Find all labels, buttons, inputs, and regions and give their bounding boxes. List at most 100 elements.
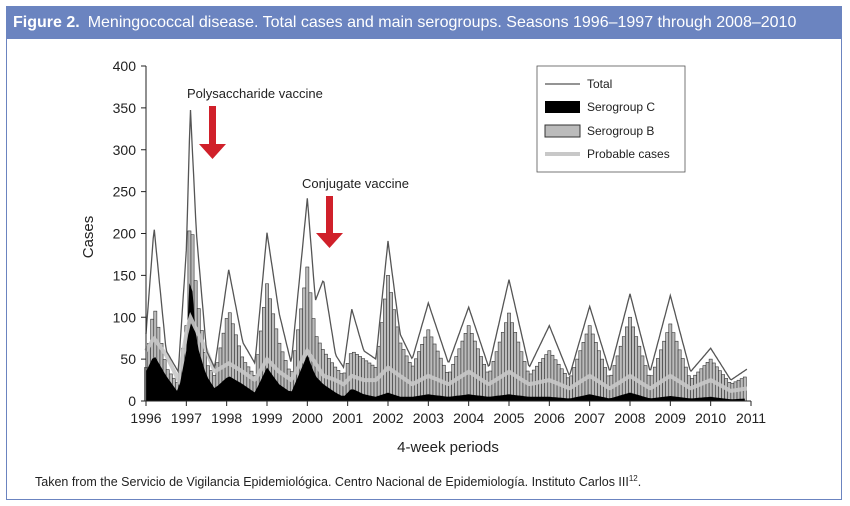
- bar-serogroup-b: [386, 275, 390, 402]
- bar-serogroup-b: [615, 355, 620, 402]
- bar-serogroup-b: [519, 351, 524, 402]
- legend: Total Serogroup C Serogroup B Probable c…: [536, 65, 686, 173]
- legend-total: Total: [587, 77, 612, 91]
- bar-serogroup-b: [507, 312, 511, 402]
- bar-serogroup-b: [550, 354, 555, 402]
- x-tick-label: 2008: [614, 410, 645, 426]
- bar-serogroup-b: [510, 322, 514, 402]
- bar-serogroup-b: [469, 333, 474, 402]
- y-tick-label: 50: [120, 351, 136, 367]
- annotation-conjugate: Conjugate vaccine: [302, 176, 409, 191]
- x-tick-label: 1996: [130, 410, 161, 426]
- bar-serogroup-b: [463, 333, 468, 402]
- bar-serogroup-b: [581, 342, 586, 402]
- bar-serogroup-b: [621, 336, 626, 402]
- legend-b: Serogroup B: [587, 124, 654, 138]
- bar-serogroup-b: [584, 333, 589, 402]
- x-tick-label: 1997: [171, 410, 202, 426]
- bar-serogroup-b: [594, 342, 598, 402]
- bar-serogroup-b: [379, 322, 384, 402]
- bar-serogroup-b: [420, 344, 424, 402]
- bar-serogroup-b: [389, 292, 393, 402]
- arrow-conjugate: [316, 196, 343, 248]
- bar-serogroup-b: [590, 333, 595, 402]
- figure-label: Figure 2.: [13, 14, 80, 31]
- x-tick-label: 1999: [251, 410, 282, 426]
- x-tick-label: 2004: [453, 410, 484, 426]
- bar-serogroup-b: [634, 336, 639, 402]
- bar-serogroup-b: [392, 309, 397, 402]
- x-tick-label: 2001: [332, 410, 363, 426]
- bar-serogroup-b: [423, 336, 428, 402]
- bar-serogroup-b: [417, 351, 421, 402]
- bar-serogroup-b: [587, 325, 592, 402]
- bar-serogroup-b: [460, 340, 465, 402]
- x-tick-label: 2002: [372, 410, 403, 426]
- bar-serogroup-b: [656, 358, 660, 402]
- legend-swatch-c: [545, 101, 580, 113]
- x-tick-label: 2000: [292, 410, 323, 426]
- bar-serogroup-b: [426, 329, 431, 402]
- bar-serogroup-b: [435, 350, 440, 402]
- bar-serogroup-b: [544, 354, 549, 402]
- bar-serogroup-b: [662, 340, 666, 402]
- bar-serogroup-b: [640, 355, 645, 402]
- bar-serogroup-b: [637, 345, 642, 402]
- bar-serogroup-b: [473, 340, 477, 402]
- bar-serogroup-b: [597, 350, 601, 402]
- y-axis-label: Cases: [80, 216, 97, 259]
- source-text: Taken from the Servicio de Vigilancia Ep…: [35, 475, 629, 490]
- bar-serogroup-b: [504, 322, 508, 402]
- y-tick-label: 400: [113, 58, 137, 74]
- bar-serogroup-b: [628, 316, 632, 402]
- bar-serogroup-b: [432, 343, 437, 402]
- x-tick-label: 2006: [534, 410, 565, 426]
- line-probable-cases: [144, 311, 748, 393]
- bar-serogroup-b: [578, 350, 583, 402]
- x-tick-label: 2010: [695, 410, 726, 426]
- y-tick-label: 0: [128, 393, 136, 409]
- y-tick-label: 250: [113, 184, 137, 200]
- annotation-polysaccharide: Polysaccharide vaccine: [187, 86, 323, 101]
- y-tick-label: 100: [113, 309, 137, 325]
- bar-serogroup-b: [671, 332, 676, 402]
- arrow-polysaccharide: [199, 106, 226, 159]
- area-serogroup-c: [146, 283, 745, 401]
- bar-serogroup-b: [398, 342, 403, 402]
- y-tick-label: 350: [113, 100, 137, 116]
- y-tick-label: 300: [113, 142, 137, 158]
- x-tick-label: 2009: [655, 410, 686, 426]
- bar-serogroup-b: [494, 351, 499, 402]
- legend-swatch-b: [544, 124, 581, 138]
- source-note: Taken from the Servicio de Vigilancia Ep…: [35, 474, 642, 490]
- bar-serogroup-b: [659, 349, 663, 402]
- bar-serogroup-b: [665, 332, 670, 402]
- bar-serogroup-b: [547, 350, 552, 402]
- x-tick-label: 2011: [736, 410, 766, 426]
- bar-serogroup-b: [674, 340, 679, 402]
- line-total: [145, 109, 748, 381]
- figure-frame: Figure 2. Meningococcal disease. Total ca…: [6, 6, 842, 500]
- x-tick-label: 2007: [574, 410, 605, 426]
- bar-serogroup-b: [466, 325, 471, 402]
- bar-serogroup-b: [677, 349, 682, 402]
- bar-serogroup-b: [680, 358, 685, 402]
- bar-serogroup-b: [429, 336, 434, 402]
- bar-serogroup-b: [516, 341, 521, 402]
- bar-serogroup-b: [395, 326, 400, 402]
- bar-serogroup-b: [373, 366, 378, 402]
- legend-c: Serogroup C: [587, 100, 655, 114]
- bar-serogroup-b: [513, 332, 518, 402]
- bar-serogroup-b: [618, 345, 623, 402]
- bar-serogroup-b: [370, 364, 375, 402]
- x-axis-label: 4-week periods: [397, 439, 499, 456]
- x-tick-label: 1998: [211, 410, 242, 426]
- x-tick-label: 2003: [413, 410, 444, 426]
- source-ref: 12: [628, 474, 638, 483]
- figure-title-bar: Figure 2. Meningococcal disease. Total ca…: [7, 7, 841, 39]
- bar-serogroup-b: [500, 332, 505, 402]
- y-tick-label: 150: [113, 267, 137, 283]
- bar-serogroup-b: [383, 298, 387, 402]
- bar-serogroup-b: [631, 326, 635, 402]
